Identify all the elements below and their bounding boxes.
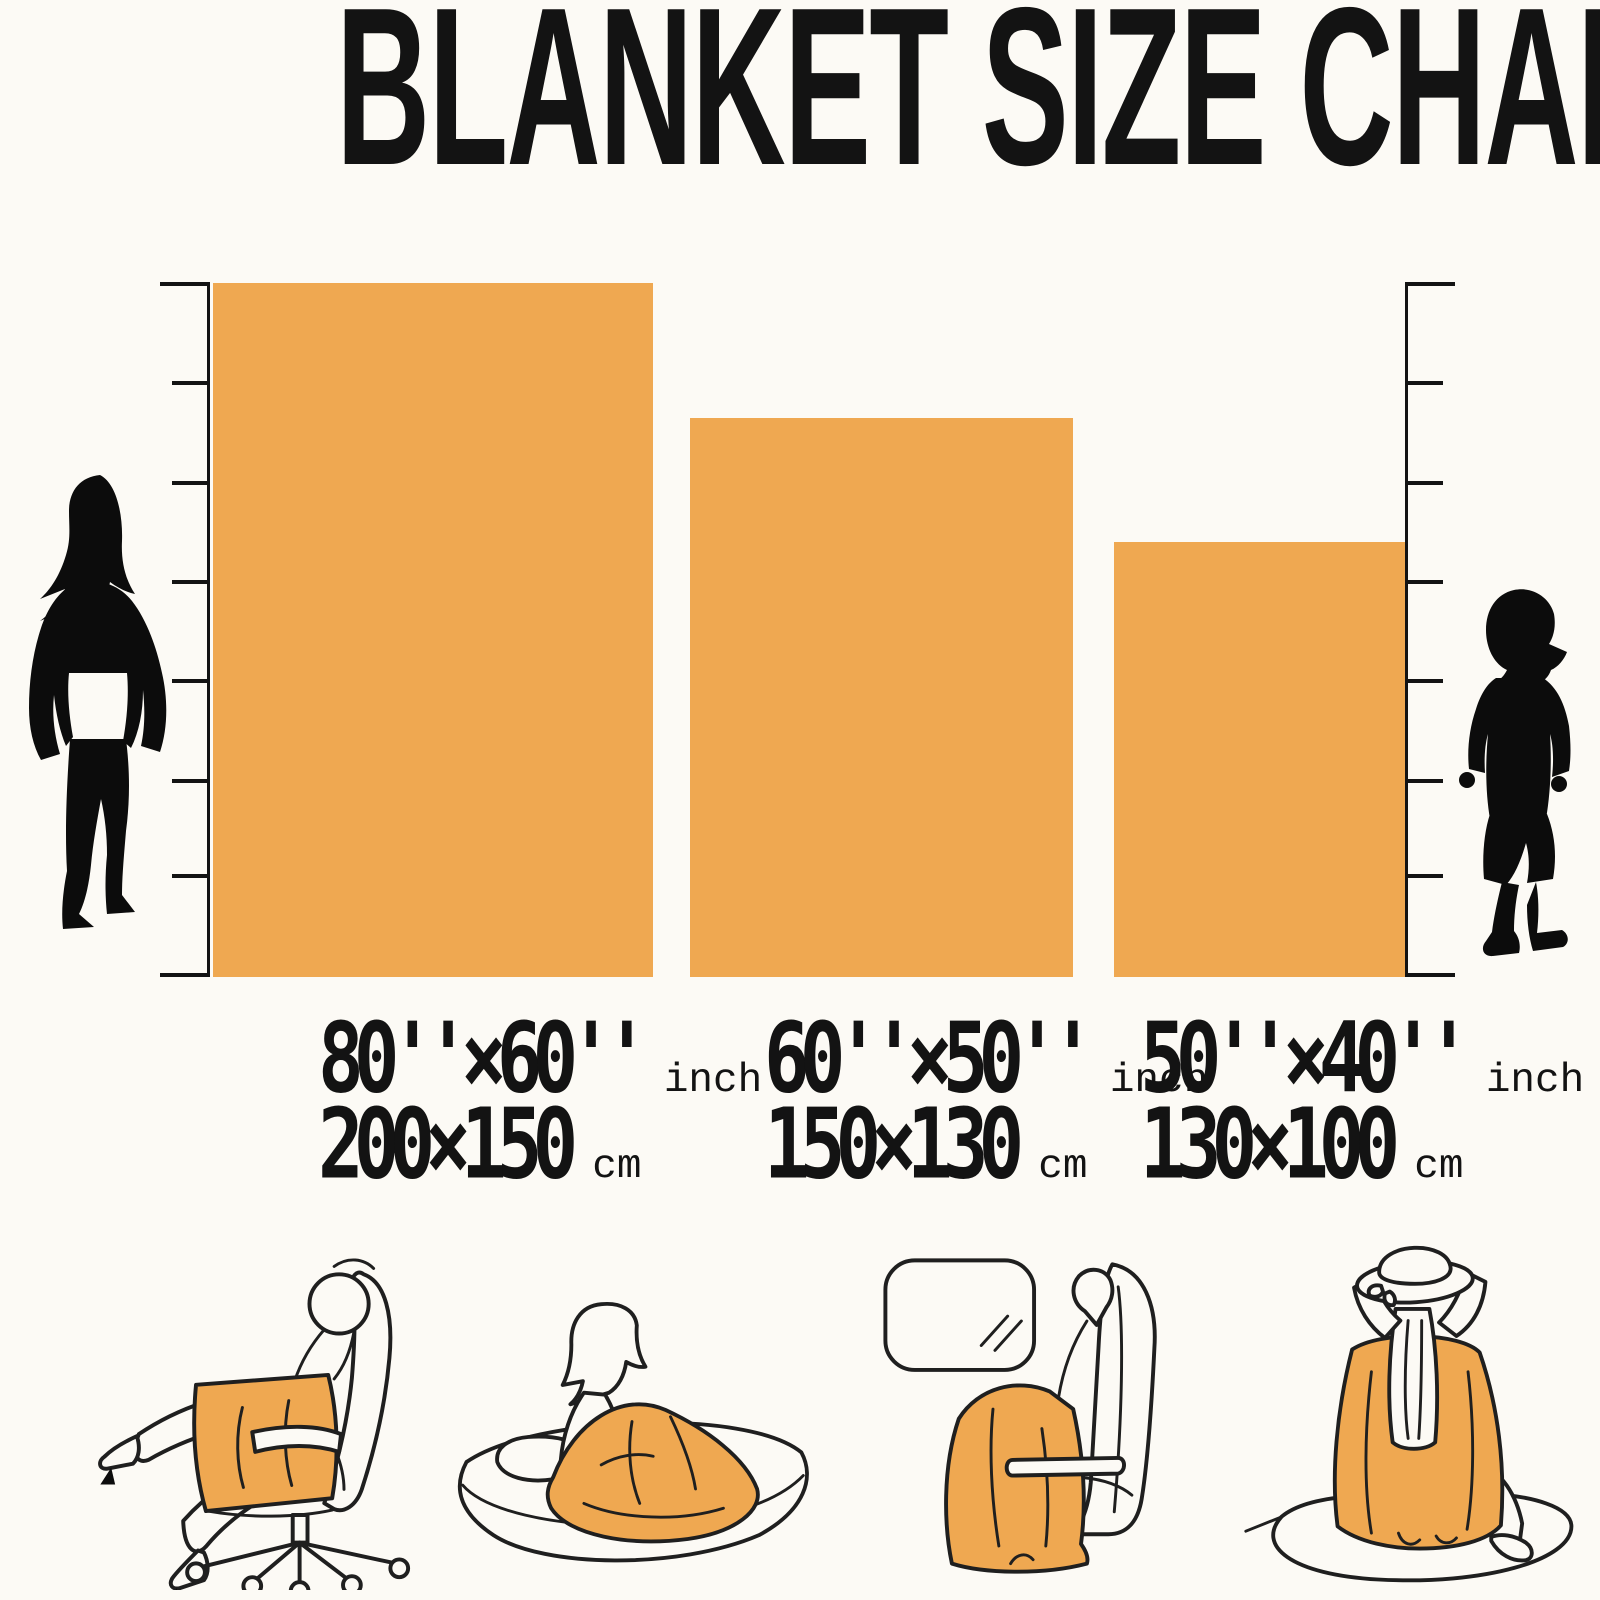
blanket-80x60 (213, 283, 653, 977)
ruler-tick (1405, 779, 1443, 783)
size-cm: 150×130 (764, 1086, 1024, 1201)
size-row-inch: 60''×50'' inch (764, 1001, 1209, 1115)
adult-woman-silhouette-icon (8, 475, 194, 933)
size-inch-unit: inch (1109, 1058, 1209, 1104)
ruler-tick (1405, 874, 1443, 878)
blanket-on-airplane-seat-icon (863, 1233, 1211, 1590)
size-inch-unit: inch (663, 1058, 763, 1104)
size-cm: 130×100 (1140, 1086, 1400, 1201)
ruler-tick (1405, 381, 1443, 385)
size-cm: 200×150 (318, 1086, 578, 1201)
ruler-tick (1405, 282, 1455, 286)
blanket-on-bed-icon (433, 1258, 831, 1590)
size-label-50x40: 50''×40'' inch 130×100 cm (1140, 1001, 1585, 1201)
size-inches: 80''×60'' (318, 1000, 650, 1115)
blanket-50x40 (1114, 542, 1405, 977)
left-height-ruler (160, 282, 210, 977)
size-inch-unit: inch (1485, 1058, 1585, 1104)
ruler-tick (172, 779, 210, 783)
size-cm-unit: cm (592, 1144, 642, 1190)
size-row-cm: 150×130 cm (764, 1087, 1208, 1201)
size-cm-unit: cm (1038, 1144, 1088, 1190)
ruler-tick (172, 580, 210, 584)
right-height-ruler (1405, 282, 1455, 977)
ruler-tick (160, 282, 210, 286)
ruler-tick (1405, 973, 1455, 977)
size-label-60x50: 60''×50'' inch 150×130 cm (764, 1001, 1209, 1201)
ruler-tick (172, 481, 210, 485)
ruler-tick (172, 679, 210, 683)
ruler-tick (1405, 679, 1443, 683)
ruler-tick (172, 381, 210, 385)
size-cm-unit: cm (1414, 1144, 1464, 1190)
size-row-cm: 130×100 cm (1140, 1087, 1584, 1201)
size-row-inch: 80''×60'' inch (318, 1001, 763, 1115)
ruler-line (1405, 282, 1408, 977)
page-title: BLANKET SIZE CHART (336, 0, 1600, 212)
ruler-tick (160, 973, 210, 977)
size-row-inch: 50''×40'' inch (1140, 1001, 1585, 1115)
blanket-on-office-chair-icon (35, 1225, 435, 1590)
blanket-wrap-sitting-icon (1233, 1222, 1591, 1594)
ruler-tick (1405, 481, 1443, 485)
child-silhouette-icon (1444, 586, 1596, 970)
size-label-80x60: 80''×60'' inch 200×150 cm (318, 1001, 763, 1201)
ruler-line (207, 282, 210, 977)
size-inches: 50''×40'' (1140, 1000, 1472, 1115)
ruler-tick (1405, 580, 1443, 584)
size-inches: 60''×50'' (764, 1000, 1096, 1115)
ruler-tick (172, 874, 210, 878)
size-row-cm: 200×150 cm (318, 1087, 762, 1201)
blanket-60x50 (690, 418, 1073, 977)
